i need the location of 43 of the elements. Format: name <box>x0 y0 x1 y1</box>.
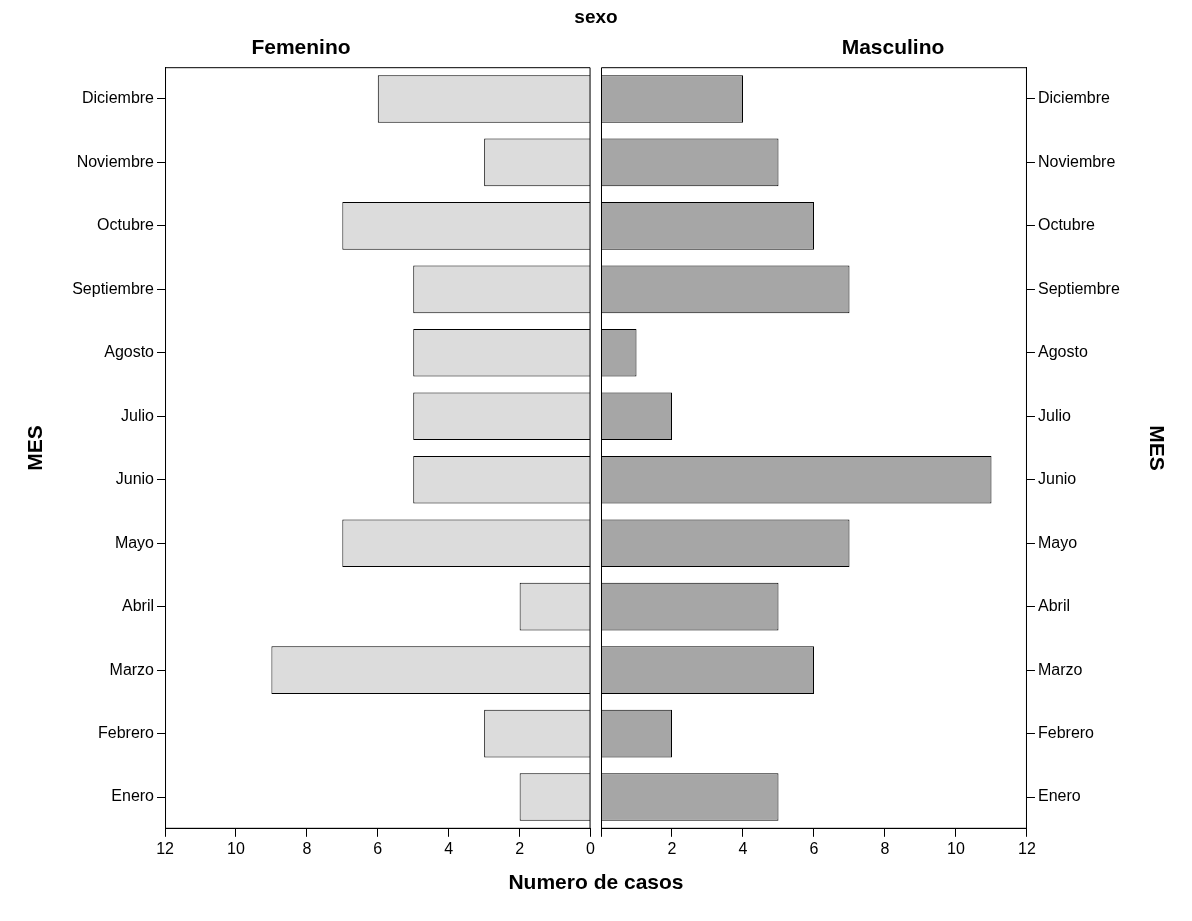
y-tick-label: Agosto <box>1037 343 1088 361</box>
y-tick-label: Agosto <box>104 343 155 361</box>
text: sexo <box>573 6 619 28</box>
y-tick-label: Noviembre <box>1037 152 1116 170</box>
y-tick-label: Diciembre <box>1037 89 1111 107</box>
y-tick-label: Mayo <box>114 533 155 551</box>
y-axis-title: MES <box>1145 425 1169 471</box>
x-tick-label: 8 <box>302 839 312 857</box>
y-axis-title: MES <box>23 425 47 471</box>
chart-title: Masculino <box>841 35 945 59</box>
y-tick-label: Marzo <box>109 660 155 678</box>
y-tick-label: Octubre <box>1037 216 1095 234</box>
x-tick-label: 10 <box>947 839 965 857</box>
y-tick-label: Enero <box>111 787 155 805</box>
x-tick-label: 4 <box>738 839 748 857</box>
x-tick-label: 2 <box>667 839 677 857</box>
y-tick-label: Julio <box>121 406 155 424</box>
x-tick-label: 0 <box>586 839 596 857</box>
y-tick-label: Octubre <box>97 216 155 234</box>
y-tick-label: Febrero <box>1037 724 1095 742</box>
y-tick-label: Marzo <box>1037 660 1083 678</box>
y-tick-label: Abril <box>1037 597 1070 615</box>
chart-title: Femenino <box>251 35 351 59</box>
x-axis-title: Numero de casos <box>507 870 685 894</box>
x-tick-label: 12 <box>156 839 175 857</box>
y-tick-label: Enero <box>1037 787 1081 805</box>
y-tick-label: Junio <box>1037 470 1077 488</box>
x-tick-label: 2 <box>515 839 525 857</box>
x-tick-label: 8 <box>880 839 890 857</box>
x-tick-label: 4 <box>444 839 454 857</box>
y-tick-label: Julio <box>1037 406 1071 424</box>
x-tick-label: 6 <box>373 839 383 857</box>
y-tick-label: Noviembre <box>76 152 155 170</box>
y-tick-label: Diciembre <box>82 89 155 107</box>
y-tick-label: Junio <box>115 470 155 488</box>
y-tick-label: Mayo <box>1037 533 1078 551</box>
y-tick-label: Septiembre <box>72 279 155 297</box>
y-tick-label: Abril <box>122 597 155 615</box>
x-tick-label: 12 <box>1018 839 1036 857</box>
x-tick-label: 10 <box>227 839 245 857</box>
y-tick-label: Febrero <box>97 724 155 742</box>
x-tick-label: 6 <box>809 839 819 857</box>
y-tick-label: Septiembre <box>1037 279 1120 297</box>
